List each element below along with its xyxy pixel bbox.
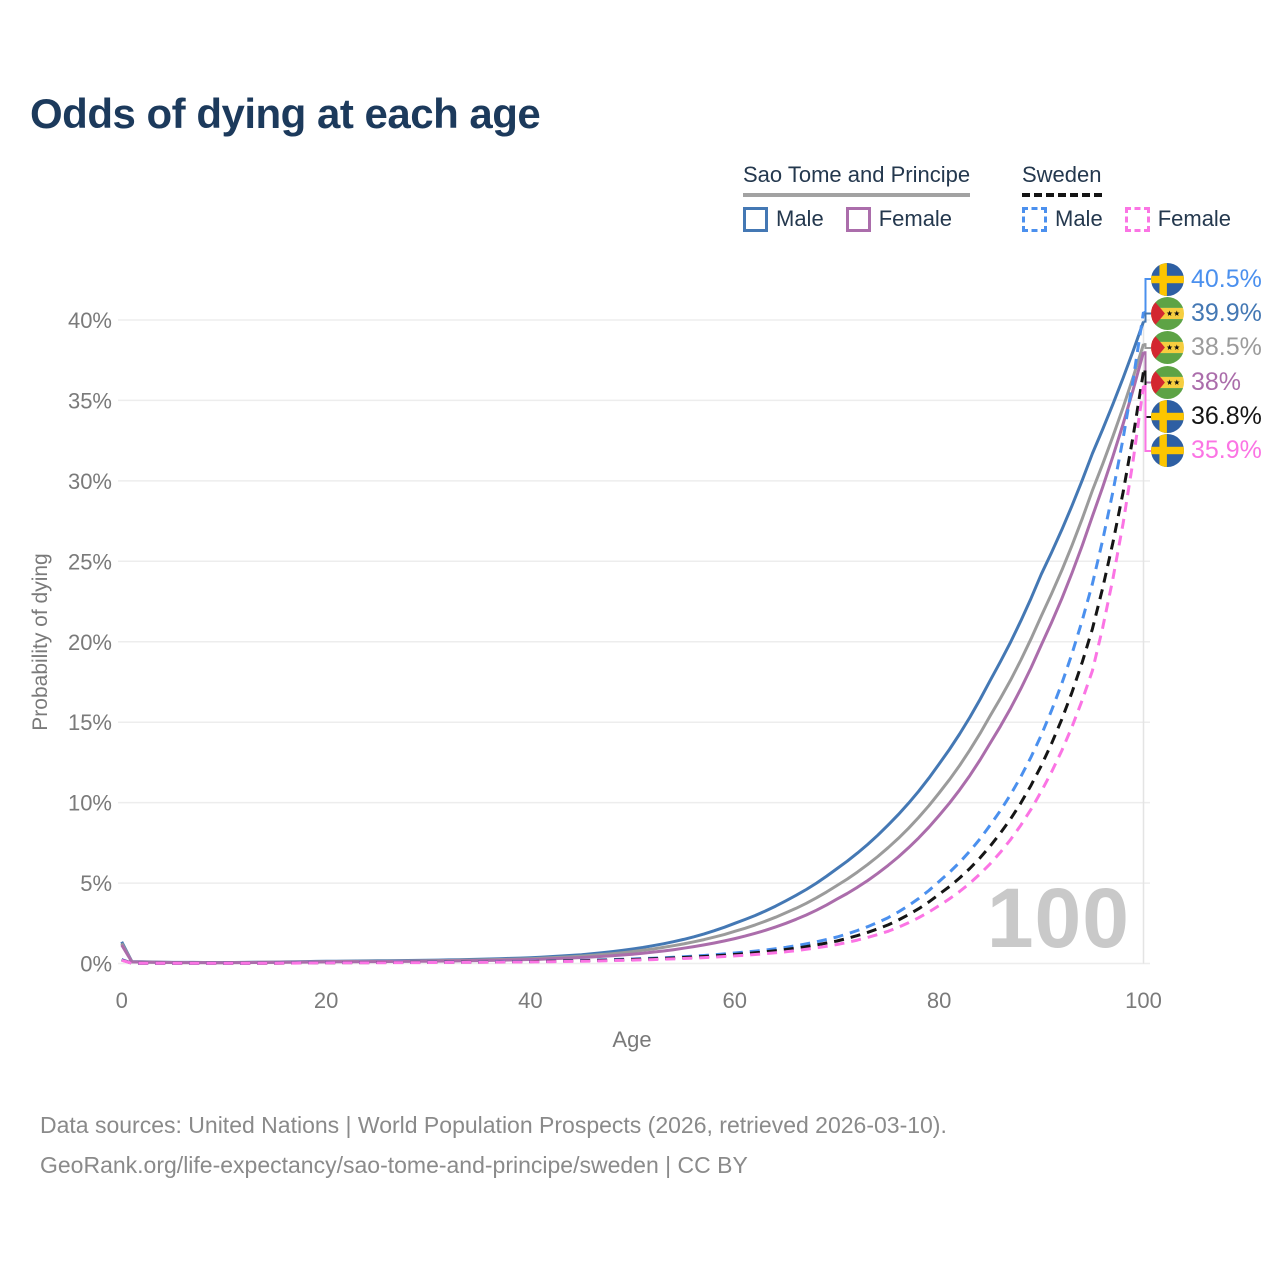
end-label-sweden-total: 36.8%	[1151, 400, 1262, 433]
svg-text:100: 100	[1125, 988, 1162, 1013]
svg-text:10%: 10%	[68, 791, 112, 816]
svg-text:0: 0	[116, 988, 128, 1013]
end-label-sweden-male: 40.5%	[1151, 263, 1262, 296]
leader-line-sao-tome-total	[1143, 343, 1151, 349]
sao-tome-flag-icon	[1151, 331, 1184, 364]
sao-tome-flag-icon	[1151, 297, 1184, 330]
sao-tome-flag-icon	[1151, 366, 1184, 399]
svg-text:35%: 35%	[68, 388, 112, 413]
legend-item-sao-tome-female[interactable]: Female	[845, 206, 953, 232]
legend-swatch-sao-tome-female-icon	[845, 206, 871, 232]
svg-text:80: 80	[927, 988, 951, 1013]
svg-text:60: 60	[723, 988, 747, 1013]
svg-text:40%: 40%	[68, 308, 112, 333]
svg-text:30%: 30%	[68, 469, 112, 494]
legend-label-sao-tome-male: Male	[776, 206, 824, 231]
legend-item-sweden-female[interactable]: Female	[1124, 206, 1232, 232]
end-value-sweden-female: 35.9%	[1191, 436, 1262, 464]
footer-data-sources: Data sources: United Nations | World Pop…	[40, 1112, 947, 1138]
svg-text:20%: 20%	[68, 630, 112, 655]
y-axis-tick-labels: 0% 5% 10% 15% 20% 25% 30% 35% 40%	[68, 308, 112, 977]
legend-group-sweden: Sweden Male Female	[1022, 162, 1231, 232]
legend-header-sweden[interactable]: Sweden	[1022, 162, 1102, 197]
legend-header-sao-tome[interactable]: Sao Tome and Principe	[743, 162, 971, 197]
svg-text:15%: 15%	[68, 710, 112, 735]
sweden-flag-icon	[1151, 434, 1184, 467]
end-value-sweden-total: 36.8%	[1191, 402, 1262, 430]
end-label-sao-tome-total: 38.5%	[1151, 331, 1262, 364]
sweden-flag-icon	[1151, 400, 1184, 433]
legend-swatch-sweden-male-icon	[1022, 206, 1047, 232]
svg-text:20: 20	[314, 988, 338, 1013]
leader-line-sweden-female	[1143, 385, 1151, 452]
footer-attribution: GeoRank.org/life-expectancy/sao-tome-and…	[40, 1152, 748, 1178]
legend-item-sao-tome-male[interactable]: Male	[743, 206, 824, 232]
page-title: Odds of dying at each age	[30, 90, 541, 137]
legend-swatch-sao-tome-male-icon	[743, 206, 768, 232]
svg-text:0%: 0%	[80, 952, 112, 977]
end-label-sweden-female: 35.9%	[1151, 434, 1262, 467]
hover-age-watermark: 100	[987, 871, 1130, 965]
end-value-sao-tome-total: 38.5%	[1191, 333, 1262, 361]
x-axis-title: Age	[612, 1027, 651, 1052]
leader-line-sao-tome-male	[1143, 312, 1151, 323]
legend-label-sao-tome-female: Female	[878, 206, 953, 231]
end-label-sao-tome-female: 38%	[1151, 366, 1241, 399]
leader-line-sao-tome-female	[1143, 351, 1151, 384]
legend-label-sweden-male: Male	[1055, 206, 1103, 231]
end-value-sao-tome-male: 39.9%	[1191, 299, 1262, 327]
footer: Data sources: United Nations | World Pop…	[40, 1105, 947, 1185]
end-value-sweden-male: 40.5%	[1191, 265, 1262, 293]
legend-item-sweden-male[interactable]: Male	[1022, 206, 1103, 232]
end-label-sao-tome-male: 39.9%	[1151, 297, 1262, 330]
leader-line-sweden-male	[1143, 278, 1151, 313]
x-axis-tick-labels: 0 20 40 60 80 100	[116, 988, 1162, 1013]
svg-text:40: 40	[518, 988, 542, 1013]
legend-label-sweden-female: Female	[1157, 206, 1232, 231]
end-value-sao-tome-female: 38%	[1191, 368, 1242, 396]
series-line-sweden-female[interactable]	[121, 385, 1145, 965]
sweden-flag-icon	[1151, 263, 1184, 296]
y-axis-title: Probability of dying	[29, 553, 52, 730]
svg-text:5%: 5%	[80, 871, 112, 896]
legend-group-sao-tome: Sao Tome and Principe Male Female	[743, 162, 971, 232]
svg-text:25%: 25%	[68, 549, 112, 574]
legend-swatch-sweden-female-icon	[1124, 206, 1150, 232]
plot-hover-area[interactable]	[118, 310, 1154, 968]
